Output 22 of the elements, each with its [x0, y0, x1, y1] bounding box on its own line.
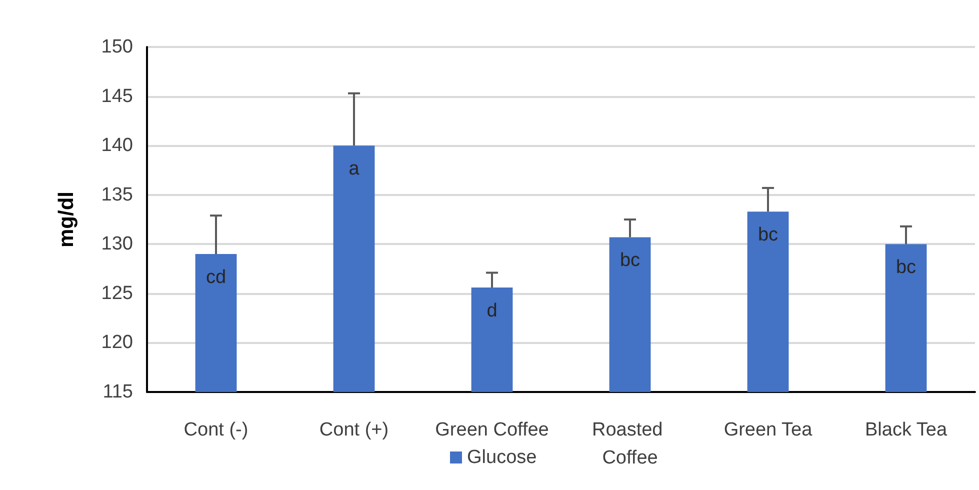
y-tick-label: 145 — [101, 86, 133, 107]
y-tick-label: 140 — [101, 135, 133, 156]
y-tick-label: 130 — [101, 234, 133, 255]
y-tick-label: 125 — [101, 282, 133, 304]
x-tick-label: Cont (-) — [184, 420, 248, 440]
y-axis-title: mg/dl — [55, 192, 78, 248]
data-label: bc — [620, 250, 640, 272]
data-label: bc — [896, 257, 916, 278]
data-label: bc — [758, 224, 778, 246]
y-tick-label: 120 — [101, 332, 133, 354]
x-tick-label: Black Tea — [864, 420, 948, 440]
x-tick-label: Roasted Coffee — [592, 420, 668, 468]
data-label: a — [348, 158, 360, 180]
data-label: d — [486, 300, 498, 322]
x-tick-label: Cont (+) — [319, 420, 389, 440]
legend-label: Glucose — [467, 447, 537, 468]
y-tick-label: 115 — [102, 382, 133, 402]
y-tick-label: 150 — [101, 36, 133, 58]
data-label: cd — [206, 267, 226, 288]
x-tick-label: Green Coffee — [435, 420, 549, 440]
x-tick-label: Green Tea — [724, 420, 813, 440]
y-tick-label: 135 — [101, 184, 133, 206]
